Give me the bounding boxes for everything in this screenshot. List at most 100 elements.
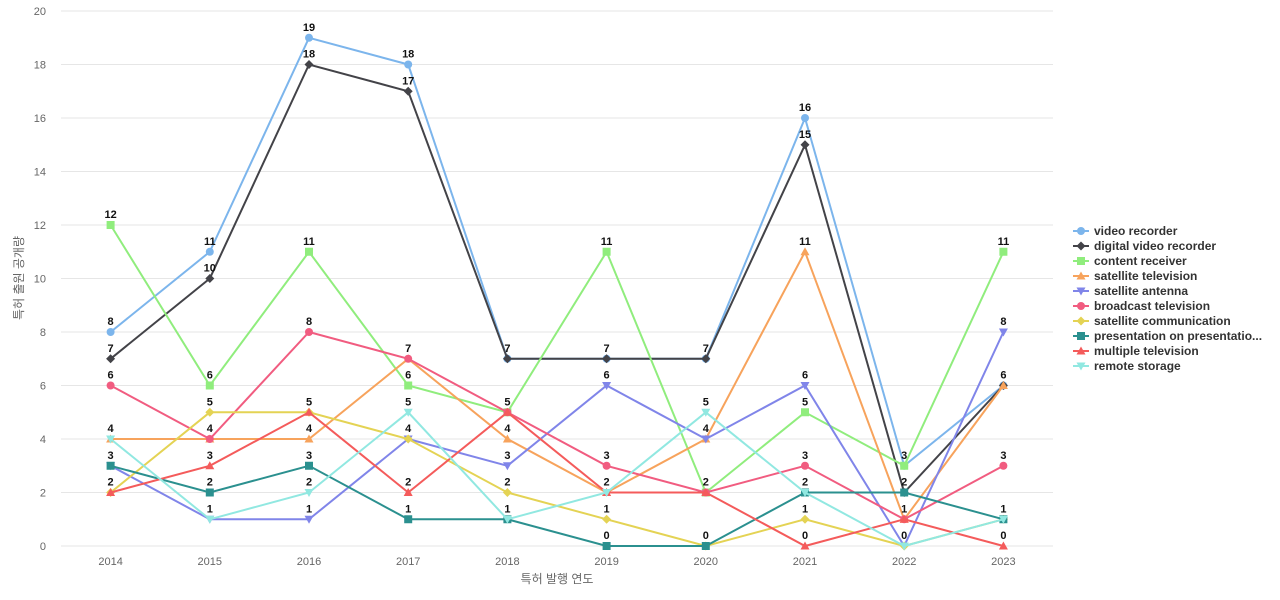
point-satellite-communication-2018[interactable]	[502, 488, 512, 497]
point-digital-video-recorder-2020[interactable]	[701, 354, 711, 364]
point-satellite-television-2016[interactable]	[304, 434, 314, 443]
point-satellite-antenna-2021[interactable]	[800, 382, 810, 390]
point-satellite-antenna-2020[interactable]	[701, 435, 711, 444]
data-label-2021-0: 0	[802, 530, 808, 542]
point-content-receiver-2023[interactable]	[999, 247, 1008, 256]
point-multiple-television-2023[interactable]	[998, 541, 1008, 550]
legend-marker-presentation-on-presentatio[interactable]	[1077, 332, 1085, 340]
point-satellite-television-2023[interactable]	[998, 381, 1008, 389]
point-multiple-television-2020[interactable]	[701, 488, 711, 496]
point-remote-storage-2017[interactable]	[403, 408, 413, 417]
point-satellite-antenna-2016[interactable]	[304, 515, 314, 524]
point-satellite-communication-2015[interactable]	[205, 407, 215, 417]
legend-item-video-recorder[interactable]: video recorder	[1073, 224, 1178, 238]
point-remote-storage-2015[interactable]	[205, 515, 215, 524]
point-presentation-on-presentatio-2020[interactable]	[701, 542, 710, 550]
point-broadcast-television-2015[interactable]	[205, 435, 214, 443]
point-presentation-on-presentatio-2015[interactable]	[205, 488, 214, 497]
point-satellite-television-2021[interactable]	[800, 247, 810, 256]
point-digital-video-recorder-2021[interactable]	[800, 140, 810, 150]
point-broadcast-television-2021[interactable]	[801, 461, 809, 470]
point-satellite-communication-2019[interactable]	[602, 514, 612, 524]
point-broadcast-television-2019[interactable]	[602, 461, 611, 470]
legend-marker-digital-video-recorder[interactable]	[1076, 241, 1086, 251]
point-presentation-on-presentatio-2017[interactable]	[404, 515, 413, 524]
legend-item-digital-video-recorder[interactable]: digital video recorder	[1073, 239, 1216, 253]
legend-marker-content-receiver[interactable]	[1077, 257, 1085, 265]
point-content-receiver-2021[interactable]	[801, 408, 809, 417]
point-presentation-on-presentatio-2014[interactable]	[106, 461, 115, 470]
y-tick-label-14: 14	[34, 167, 46, 179]
legend-item-remote-storage[interactable]: remote storage	[1073, 359, 1181, 373]
point-digital-video-recorder-2018[interactable]	[502, 354, 512, 364]
legend-item-satellite-antenna[interactable]: satellite antenna	[1073, 284, 1188, 298]
legend-marker-video-recorder[interactable]	[1077, 227, 1085, 235]
point-content-receiver-2017[interactable]	[404, 381, 413, 390]
point-presentation-on-presentatio-2016[interactable]	[305, 461, 313, 470]
legend-item-satellite-communication[interactable]: satellite communication	[1073, 314, 1231, 328]
point-broadcast-television-2023[interactable]	[999, 461, 1008, 470]
point-satellite-antenna-2023[interactable]	[998, 328, 1008, 337]
point-digital-video-recorder-2014[interactable]	[106, 354, 116, 364]
point-video-recorder-2017[interactable]	[404, 60, 413, 69]
legend-item-multiple-television[interactable]: multiple television	[1073, 344, 1199, 358]
data-label-2015-5: 5	[207, 396, 213, 408]
point-content-receiver-2022[interactable]	[900, 461, 909, 470]
point-remote-storage-2016[interactable]	[304, 489, 314, 497]
point-content-receiver-2016[interactable]	[305, 247, 313, 256]
legend-marker-satellite-antenna[interactable]	[1076, 287, 1086, 296]
point-multiple-television-2016[interactable]	[304, 407, 314, 416]
point-remote-storage-2019[interactable]	[602, 489, 612, 497]
point-content-receiver-2014[interactable]	[106, 221, 115, 229]
point-content-receiver-2015[interactable]	[205, 381, 214, 390]
point-satellite-communication-2017[interactable]	[403, 434, 413, 444]
point-remote-storage-2022[interactable]	[899, 542, 909, 551]
legend-marker-satellite-communication[interactable]	[1076, 316, 1086, 326]
point-remote-storage-2023[interactable]	[998, 515, 1008, 524]
point-remote-storage-2018[interactable]	[502, 515, 512, 524]
point-satellite-television-2018[interactable]	[502, 434, 512, 443]
point-remote-storage-2014[interactable]	[106, 435, 116, 444]
point-digital-video-recorder-2017[interactable]	[403, 86, 413, 96]
legend-item-content-receiver[interactable]: content receiver	[1073, 254, 1187, 268]
point-satellite-communication-2021[interactable]	[800, 514, 810, 524]
point-video-recorder-2015[interactable]	[205, 247, 214, 256]
point-video-recorder-2014[interactable]	[106, 328, 115, 336]
legend-label-content-receiver: content receiver	[1094, 254, 1187, 268]
point-multiple-television-2015[interactable]	[205, 461, 215, 470]
point-presentation-on-presentatio-2022[interactable]	[900, 488, 909, 497]
point-multiple-television-2018[interactable]	[502, 407, 512, 416]
point-content-receiver-2019[interactable]	[602, 247, 611, 256]
legend-item-broadcast-television[interactable]: broadcast television	[1073, 299, 1210, 313]
point-remote-storage-2020[interactable]	[701, 408, 711, 417]
point-broadcast-television-2017[interactable]	[404, 354, 413, 363]
data-label-2022-1: 1	[901, 503, 907, 515]
legend-marker-satellite-television[interactable]	[1076, 271, 1086, 280]
point-multiple-television-2017[interactable]	[403, 488, 413, 496]
y-tick-label-6: 6	[40, 381, 46, 393]
x-axis-ticks: 2014 2015 2016 2017 2018 2019 2020 2021 2022 2023	[98, 556, 1015, 568]
point-video-recorder-2016[interactable]	[305, 33, 313, 42]
point-broadcast-television-2014[interactable]	[106, 381, 115, 390]
legend-marker-multiple-television[interactable]	[1076, 346, 1086, 355]
point-multiple-television-2021[interactable]	[800, 541, 810, 550]
point-broadcast-television-2016[interactable]	[305, 328, 313, 336]
point-digital-video-recorder-2016[interactable]	[304, 60, 314, 69]
legend-item-presentation-on-presentatio[interactable]: presentation on presentatio...	[1073, 329, 1262, 343]
data-label-2015-1: 1	[207, 503, 213, 515]
point-satellite-antenna-2018[interactable]	[502, 462, 512, 471]
legend-marker-remote-storage[interactable]	[1076, 362, 1086, 371]
data-label-2022-2: 2	[901, 477, 907, 489]
legend-item-satellite-television[interactable]: satellite television	[1073, 269, 1197, 283]
point-multiple-television-2014[interactable]	[106, 488, 116, 496]
legend-marker-broadcast-television[interactable]	[1077, 302, 1085, 310]
point-digital-video-recorder-2019[interactable]	[602, 354, 612, 364]
point-presentation-on-presentatio-2019[interactable]	[602, 542, 611, 550]
point-remote-storage-2021[interactable]	[800, 489, 810, 497]
point-video-recorder-2021[interactable]	[801, 114, 809, 122]
data-label-2015-10: 10	[204, 263, 216, 275]
point-digital-video-recorder-2015[interactable]	[205, 274, 215, 283]
point-satellite-antenna-2019[interactable]	[602, 382, 612, 390]
point-multiple-television-2022[interactable]	[899, 514, 909, 523]
